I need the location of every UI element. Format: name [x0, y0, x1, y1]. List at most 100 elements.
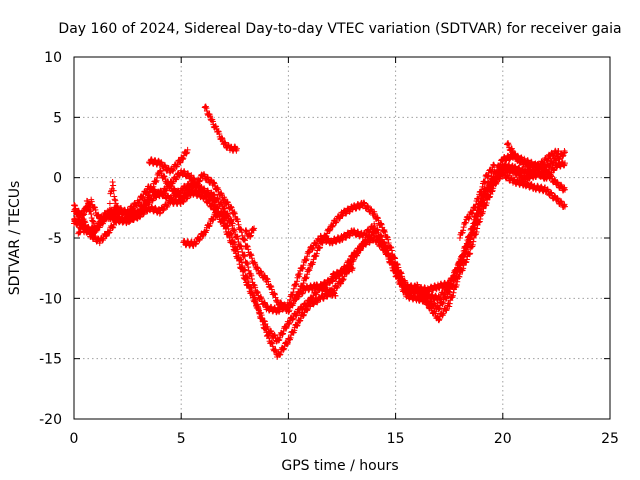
data-point	[473, 201, 479, 208]
data-point	[246, 285, 253, 292]
y-tick-label: -20	[39, 412, 62, 428]
data-point	[187, 173, 194, 180]
data-point	[536, 164, 543, 171]
data-point	[317, 282, 324, 289]
data-point	[555, 148, 562, 155]
data-point	[287, 334, 294, 341]
x-tick-label: 10	[279, 431, 297, 447]
data-point	[180, 199, 187, 206]
data-point	[221, 205, 228, 212]
y-tick-label: -10	[39, 291, 62, 307]
data-point	[437, 295, 444, 302]
data-point	[472, 203, 479, 210]
data-point	[218, 134, 225, 141]
data-point	[160, 207, 167, 214]
data-point	[299, 290, 306, 297]
data-point	[85, 203, 92, 210]
data-point	[432, 292, 439, 299]
y-tick-label: 0	[53, 171, 62, 187]
x-axis-label: GPS time / hours	[281, 458, 398, 474]
data-point	[107, 188, 114, 195]
data-point	[272, 291, 278, 298]
data-point	[392, 268, 399, 275]
data-point	[241, 253, 248, 260]
data-point	[113, 204, 120, 211]
data-point	[254, 290, 261, 297]
data-point	[285, 308, 292, 315]
data-point	[191, 175, 198, 182]
data-point	[235, 235, 242, 242]
data-point	[280, 327, 287, 334]
data-point	[195, 189, 202, 196]
data-point	[290, 289, 297, 296]
y-tick-label: -15	[39, 352, 62, 368]
data-point	[304, 307, 311, 314]
data-point	[436, 304, 443, 311]
data-point	[224, 198, 231, 205]
data-point	[156, 210, 163, 217]
data-point	[231, 210, 238, 217]
data-point	[82, 204, 89, 211]
data-point	[543, 175, 550, 182]
data-point	[446, 291, 453, 298]
data-point	[84, 200, 91, 207]
data-point	[229, 220, 236, 227]
data-point	[255, 307, 262, 314]
data-point	[248, 252, 255, 259]
data-point	[303, 256, 310, 263]
data-point	[300, 262, 307, 269]
data-point	[326, 227, 333, 234]
data-point	[212, 123, 219, 130]
data-point	[232, 146, 239, 153]
data-point	[316, 245, 323, 252]
data-point	[88, 211, 95, 218]
data-point	[447, 282, 454, 289]
data-point	[231, 228, 238, 235]
data-point	[286, 307, 293, 314]
data-point	[293, 280, 300, 287]
data-point	[260, 321, 267, 328]
data-point	[386, 253, 393, 260]
data-point	[136, 214, 143, 221]
data-point	[241, 275, 248, 282]
data-point	[237, 226, 244, 233]
data-point	[248, 255, 255, 262]
data-point	[350, 258, 357, 265]
data-point	[299, 265, 306, 272]
data-point	[281, 345, 288, 352]
data-point	[505, 161, 512, 168]
data-point	[550, 153, 557, 160]
data-point	[209, 201, 216, 208]
data-point	[110, 187, 117, 194]
data-point	[313, 281, 320, 288]
data-point	[333, 218, 340, 225]
data-point	[354, 250, 361, 257]
data-point	[506, 156, 513, 163]
data-point	[258, 314, 265, 321]
data-point	[371, 227, 378, 234]
data-point	[283, 325, 290, 332]
data-point	[245, 246, 252, 253]
data-point	[106, 200, 113, 207]
data-point	[535, 168, 542, 175]
data-point	[266, 335, 273, 342]
data-point	[429, 291, 436, 298]
data-point	[80, 216, 87, 223]
data-point	[290, 285, 297, 292]
data-point	[179, 156, 186, 163]
data-point	[195, 182, 202, 189]
data-point	[454, 265, 461, 272]
data-point	[469, 210, 476, 217]
data-point	[305, 287, 312, 294]
data-point	[77, 226, 84, 233]
data-point	[551, 176, 558, 183]
data-point	[396, 274, 403, 281]
data-point	[345, 268, 352, 275]
series-fragment-h	[456, 161, 498, 242]
data-point	[135, 200, 142, 207]
data-point	[489, 166, 496, 173]
data-point	[87, 208, 94, 215]
data-point	[303, 257, 310, 264]
data-point	[158, 191, 165, 198]
data-point	[151, 186, 158, 193]
